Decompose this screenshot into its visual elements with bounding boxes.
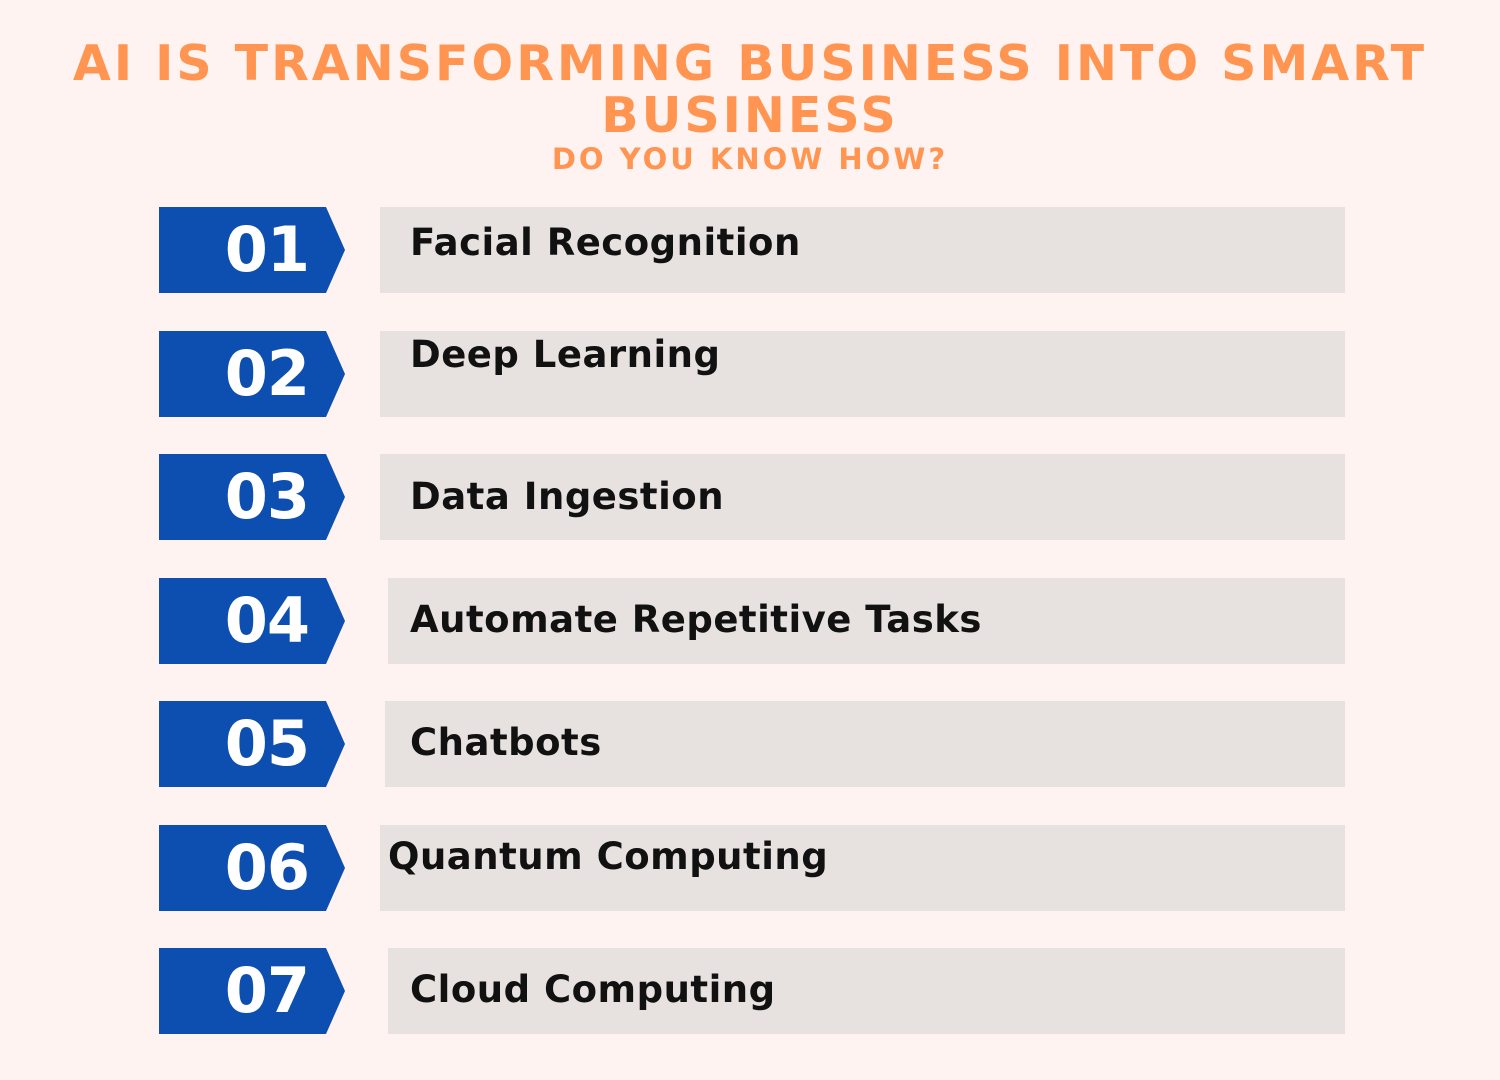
item-number-badge-03: 03 — [159, 454, 345, 540]
item-label-quantum-computing: Quantum Computing — [388, 835, 829, 878]
item-number: 04 — [224, 584, 310, 657]
page-title: AI IS TRANSFORMING BUSINESS INTO SMART B… — [72, 35, 1428, 144]
item-number-badge-06: 06 — [159, 825, 345, 911]
item-label-automate-repetitive-tasks: Automate Repetitive Tasks — [410, 598, 982, 641]
item-number: 01 — [224, 213, 310, 286]
page-subtitle: DO YOU KNOW HOW? — [551, 142, 949, 176]
item-bar-01 — [380, 207, 1345, 293]
item-label-facial-recognition: Facial Recognition — [410, 221, 801, 264]
item-bar-02 — [380, 331, 1345, 417]
item-label-cloud-computing: Cloud Computing — [410, 968, 776, 1011]
item-number-badge-07: 07 — [159, 948, 345, 1034]
item-number-badge-02: 02 — [159, 331, 345, 417]
item-label-chatbots: Chatbots — [410, 721, 602, 764]
item-number-badge-01: 01 — [159, 207, 345, 293]
item-label-deep-learning: Deep Learning — [410, 333, 721, 376]
item-number-badge-05: 05 — [159, 701, 345, 787]
item-number: 06 — [224, 831, 310, 904]
item-label-data-ingestion: Data Ingestion — [410, 475, 725, 518]
item-bar-04 — [388, 578, 1345, 664]
item-number: 05 — [224, 707, 310, 780]
item-bar-07 — [388, 948, 1345, 1034]
item-number: 03 — [224, 460, 310, 533]
item-bar-03 — [380, 454, 1345, 540]
item-number: 02 — [224, 337, 310, 410]
item-number-badge-04: 04 — [159, 578, 345, 664]
item-number: 07 — [224, 954, 310, 1027]
item-bar-06 — [380, 825, 1345, 911]
item-bar-05 — [385, 701, 1345, 787]
